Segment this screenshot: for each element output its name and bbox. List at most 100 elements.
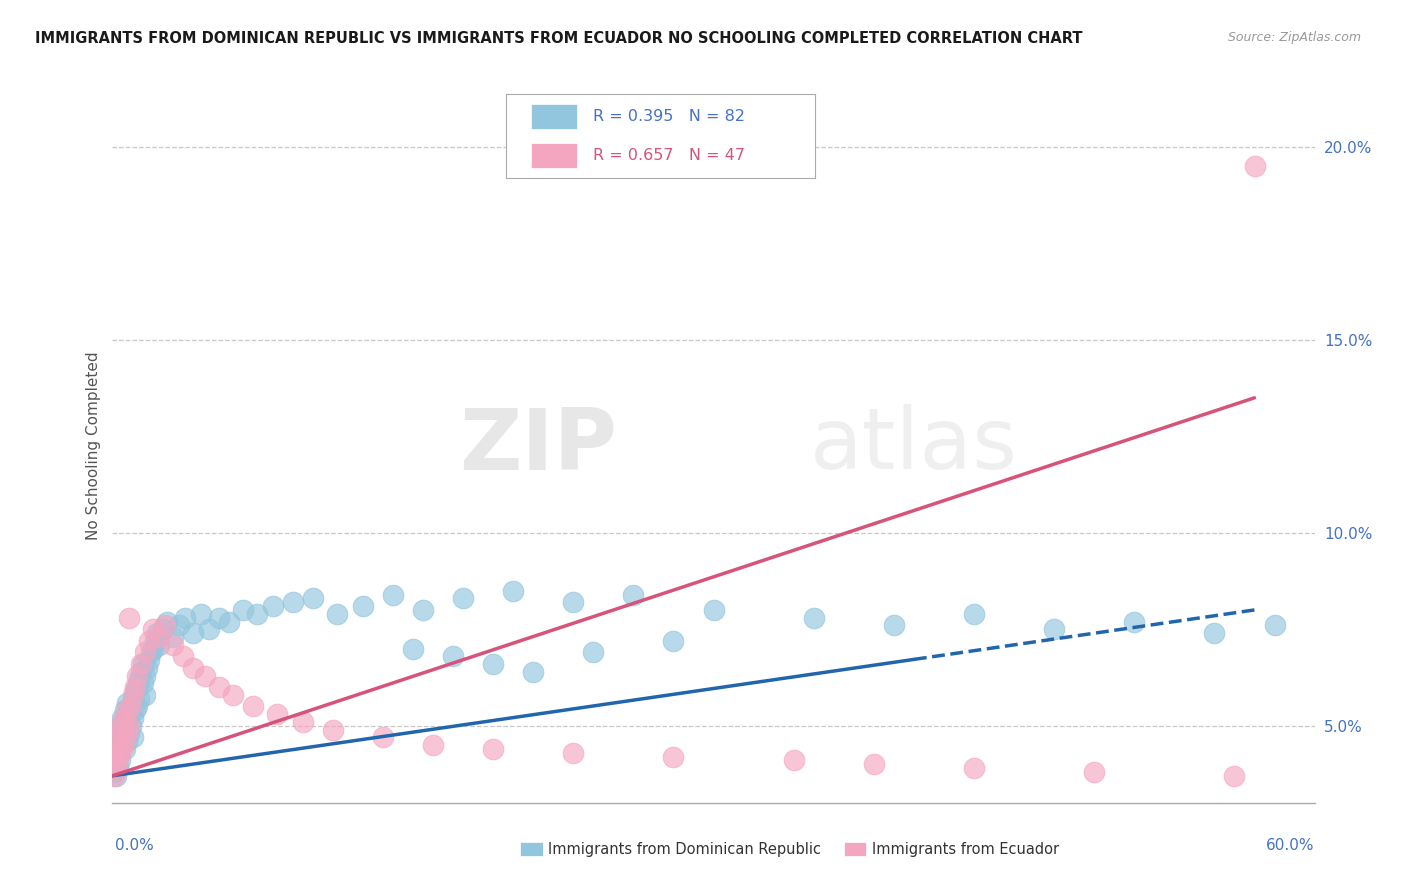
Point	[110, 719, 132, 733]
Point	[502, 583, 524, 598]
Point	[107, 746, 129, 760]
Point	[103, 764, 125, 779]
Point	[134, 645, 156, 659]
Text: Immigrants from Ecuador: Immigrants from Ecuador	[872, 842, 1059, 856]
Point	[422, 738, 444, 752]
Text: R = 0.657   N = 47: R = 0.657 N = 47	[593, 148, 745, 163]
Point	[131, 657, 153, 671]
Point	[222, 688, 245, 702]
Point	[128, 673, 150, 687]
Point	[162, 630, 184, 644]
Point	[522, 665, 544, 679]
Bar	[531, 103, 578, 129]
Point	[883, 618, 905, 632]
Point	[402, 641, 425, 656]
Point	[963, 607, 986, 621]
Point	[114, 723, 136, 737]
Point	[155, 615, 177, 629]
Point	[152, 622, 174, 636]
Point	[863, 757, 886, 772]
Point	[173, 610, 195, 624]
Point	[124, 703, 146, 717]
Point	[148, 630, 170, 644]
Point	[1243, 159, 1265, 173]
Point	[1204, 626, 1226, 640]
Point	[124, 684, 146, 698]
Point	[105, 769, 128, 783]
Point	[702, 603, 725, 617]
Point	[114, 734, 136, 748]
Point	[117, 707, 139, 722]
Point	[197, 622, 219, 636]
Point	[105, 749, 128, 764]
Point	[208, 610, 231, 624]
Point	[125, 699, 148, 714]
Point	[194, 668, 217, 682]
Point	[129, 665, 152, 679]
Point	[115, 734, 138, 748]
Point	[124, 680, 146, 694]
Point	[120, 719, 142, 733]
Point	[121, 688, 143, 702]
Text: ZIP: ZIP	[460, 404, 617, 488]
Point	[107, 726, 129, 740]
Bar	[531, 143, 578, 169]
Point	[134, 668, 156, 682]
Point	[145, 626, 167, 640]
Point	[1083, 764, 1105, 779]
Point	[134, 688, 156, 702]
Point	[110, 753, 132, 767]
Point	[326, 607, 349, 621]
Point	[291, 714, 314, 729]
Point	[115, 714, 138, 729]
Point	[117, 610, 139, 624]
Point	[190, 607, 212, 621]
Point	[115, 726, 138, 740]
Point	[167, 618, 190, 632]
Point	[281, 595, 304, 609]
Point	[121, 691, 143, 706]
Point	[110, 746, 132, 760]
Point	[107, 761, 129, 775]
Point	[110, 738, 132, 752]
Point	[103, 749, 125, 764]
Point	[1223, 769, 1246, 783]
Point	[121, 730, 143, 744]
Point	[117, 726, 139, 740]
Point	[105, 738, 128, 752]
Point	[105, 761, 128, 775]
Point	[803, 610, 825, 624]
Point	[111, 714, 134, 729]
Point	[382, 587, 405, 601]
Point	[141, 641, 163, 656]
Text: atlas: atlas	[810, 404, 1018, 488]
Point	[172, 649, 194, 664]
Point	[162, 638, 184, 652]
Point	[181, 661, 204, 675]
Text: 60.0%: 60.0%	[1267, 838, 1315, 853]
Point	[114, 741, 136, 756]
Point	[110, 723, 132, 737]
Y-axis label: No Schooling Completed: No Schooling Completed	[86, 351, 101, 541]
Point	[782, 753, 804, 767]
Point	[103, 769, 125, 783]
Point	[246, 607, 269, 621]
Point	[562, 595, 585, 609]
Point	[371, 730, 394, 744]
Bar	[520, 842, 543, 856]
Point	[125, 668, 148, 682]
Point	[135, 661, 157, 675]
Point	[138, 633, 160, 648]
Point	[582, 645, 605, 659]
Text: IMMIGRANTS FROM DOMINICAN REPUBLIC VS IMMIGRANTS FROM ECUADOR NO SCHOOLING COMPL: IMMIGRANTS FROM DOMINICAN REPUBLIC VS IM…	[35, 31, 1083, 46]
Point	[148, 638, 170, 652]
Text: R = 0.395   N = 82: R = 0.395 N = 82	[593, 109, 745, 124]
Text: Immigrants from Dominican Republic: Immigrants from Dominican Republic	[548, 842, 821, 856]
Point	[120, 699, 142, 714]
Bar	[844, 842, 866, 856]
Point	[128, 691, 150, 706]
Point	[1264, 618, 1286, 632]
Text: Source: ZipAtlas.com: Source: ZipAtlas.com	[1227, 31, 1361, 45]
Point	[352, 599, 374, 613]
Point	[1043, 622, 1066, 636]
